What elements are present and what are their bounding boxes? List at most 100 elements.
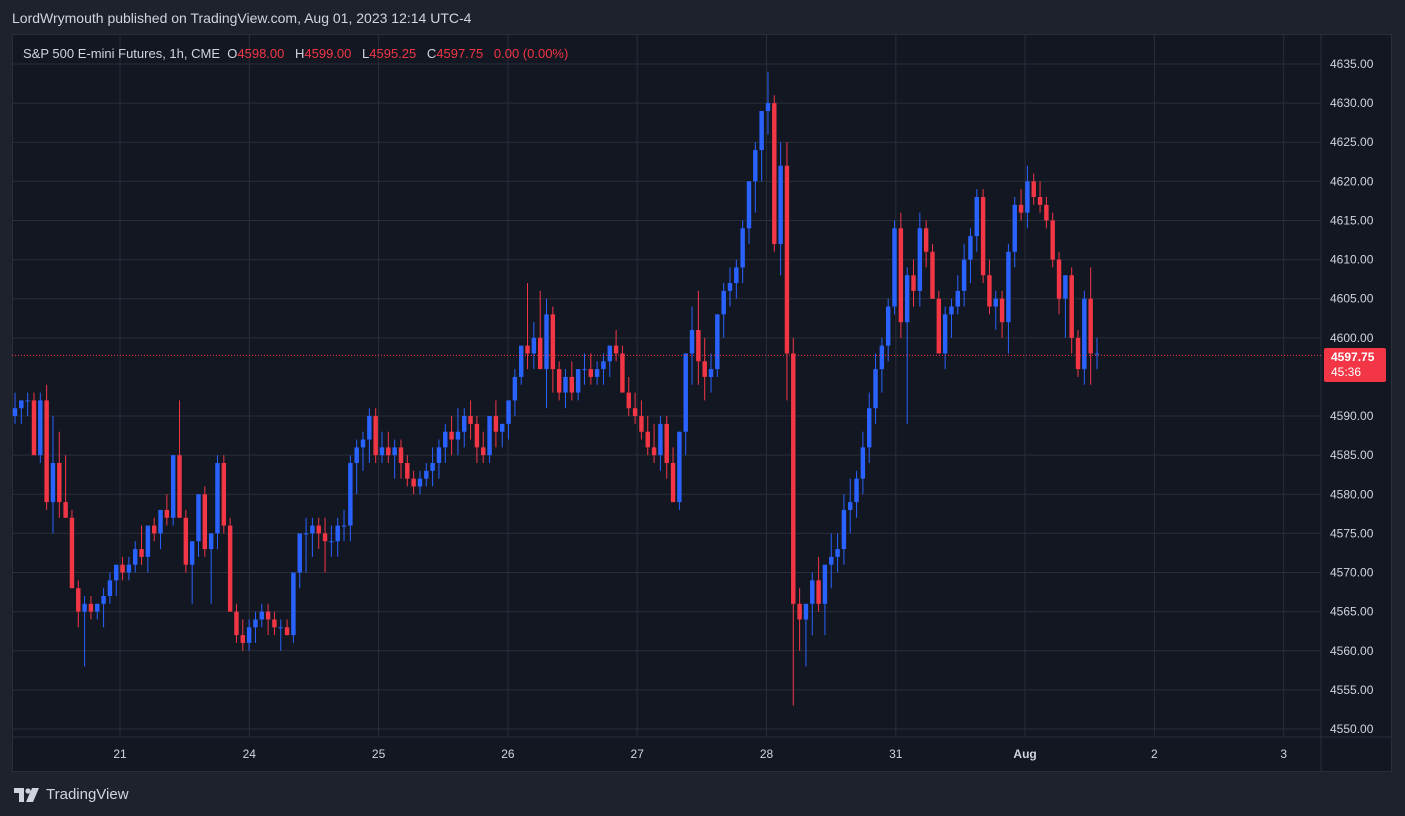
candle-body — [379, 447, 385, 456]
candle-body — [126, 564, 132, 573]
candle-body — [63, 502, 68, 518]
candlestick-chart[interactable]: 4635.00 4630.00 4625.00 4620.00 4615.00 4610.… — [12, 34, 1392, 772]
candle — [303, 517, 309, 573]
candle-body — [797, 603, 802, 620]
candle — [930, 243, 935, 299]
candle — [626, 376, 631, 417]
candle — [405, 455, 410, 487]
candle — [246, 619, 252, 651]
y-tick-label: 4585.00 — [1330, 448, 1374, 462]
candle — [873, 353, 878, 424]
y-tick-label: 4590.00 — [1330, 409, 1374, 423]
price-axis[interactable]: 4635.00 4630.00 4625.00 4620.00 4615.00 4610.… — [1330, 57, 1374, 736]
candle-body — [544, 314, 549, 370]
candle — [848, 478, 853, 534]
candle — [164, 494, 170, 526]
tradingview-logo[interactable]: TradingView — [14, 786, 129, 803]
candle-body — [348, 463, 353, 526]
candle-body — [563, 376, 568, 393]
candle — [702, 337, 707, 401]
candle — [455, 408, 461, 456]
candle-body — [987, 275, 992, 307]
close-label: C — [426, 46, 437, 61]
candle-body — [82, 603, 87, 612]
candle-body — [968, 236, 973, 260]
candle-body — [525, 345, 530, 354]
candle-body — [1025, 181, 1030, 213]
candle-body — [335, 525, 340, 542]
y-tick-label: 4555.00 — [1330, 683, 1374, 697]
candle-body — [885, 306, 891, 346]
candle — [506, 400, 511, 440]
candle-body — [658, 423, 663, 456]
candle-body — [898, 228, 904, 323]
candle — [481, 431, 486, 463]
candle — [411, 470, 416, 495]
change-value: 0.00 (0.00%) — [493, 46, 569, 61]
candle-body — [202, 494, 208, 550]
candle-body — [1018, 204, 1024, 213]
candle-body — [57, 463, 62, 503]
candle — [360, 431, 366, 471]
candle — [354, 439, 359, 495]
candle — [759, 110, 764, 182]
candle — [803, 603, 809, 667]
candle-body — [316, 525, 321, 534]
candle-body — [949, 306, 954, 315]
high-label: H — [295, 46, 305, 61]
candle-body — [791, 353, 796, 604]
candle-body — [227, 525, 233, 612]
candle — [582, 353, 587, 385]
candle-body — [911, 275, 916, 291]
candle-body — [329, 541, 334, 543]
y-tick-label: 4575.00 — [1330, 526, 1374, 540]
candle-body — [1044, 204, 1049, 221]
candle — [341, 509, 347, 542]
x-tick-label: 25 — [372, 747, 386, 761]
candle-body — [601, 361, 606, 370]
candle — [961, 243, 967, 307]
candle-body — [322, 533, 328, 542]
candle — [613, 330, 619, 362]
candle — [936, 290, 942, 354]
published-text: LordWrymouth published on TradingView.co… — [12, 10, 472, 26]
candle-body — [848, 502, 853, 510]
publish-header: LordWrymouth published on TradingView.co… — [0, 0, 1405, 34]
candle-body — [1037, 197, 1043, 205]
symbol-legend[interactable]: S&P 500 E-mini Futures, 1h, CME O4598.00… — [23, 46, 568, 61]
candle — [329, 525, 334, 557]
candle-body — [1075, 337, 1081, 370]
candle-body — [765, 103, 771, 111]
candle — [664, 416, 669, 479]
candle — [778, 142, 783, 276]
candle-body — [246, 627, 252, 643]
candle — [999, 290, 1005, 338]
candle-body — [1088, 298, 1093, 354]
candle-body — [25, 400, 30, 402]
candle-body — [518, 345, 524, 377]
candle-body — [923, 228, 929, 252]
candle-body — [810, 580, 815, 604]
candle — [38, 392, 43, 463]
candle — [19, 400, 24, 424]
candle — [82, 596, 87, 667]
candle-body — [1006, 251, 1011, 323]
candle — [923, 220, 929, 268]
candle — [177, 400, 182, 518]
candle — [544, 298, 549, 409]
candle-body — [234, 611, 239, 636]
candle — [1088, 267, 1093, 385]
open-label: O — [227, 46, 238, 61]
candle — [88, 596, 94, 620]
candle-body — [107, 580, 113, 596]
candle — [202, 486, 208, 557]
candle-body — [310, 525, 315, 534]
candle-body — [1050, 220, 1055, 260]
y-tick-label: 4605.00 — [1330, 292, 1374, 306]
candle — [727, 267, 733, 307]
low-value: 4595.25 — [369, 46, 417, 61]
candle — [765, 71, 771, 135]
candle-body — [588, 369, 594, 377]
time-axis[interactable]: 21 24 25 26 27 28 31 Aug 2 3 — [113, 747, 1287, 761]
close-value: 4597.75 — [436, 46, 484, 61]
